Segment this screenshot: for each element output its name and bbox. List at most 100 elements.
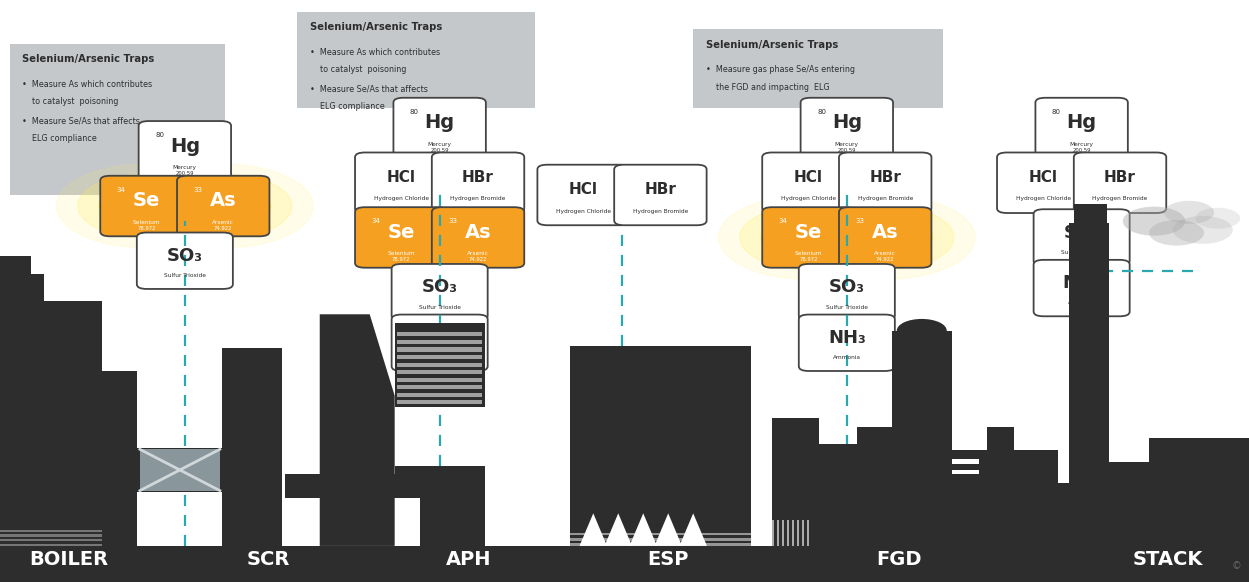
- Circle shape: [897, 319, 947, 342]
- Bar: [570, 377, 751, 546]
- Bar: [285, 474, 397, 498]
- Text: Se: Se: [387, 223, 415, 242]
- FancyBboxPatch shape: [355, 152, 447, 213]
- Circle shape: [77, 174, 215, 238]
- Text: Mercury: Mercury: [172, 165, 197, 170]
- FancyBboxPatch shape: [1034, 260, 1129, 316]
- Text: HCl: HCl: [387, 170, 416, 185]
- Text: Selenium: Selenium: [387, 251, 415, 256]
- FancyBboxPatch shape: [537, 165, 629, 225]
- FancyBboxPatch shape: [392, 264, 487, 320]
- FancyBboxPatch shape: [393, 98, 486, 158]
- Text: Sulfur Trioxide: Sulfur Trioxide: [1060, 250, 1103, 255]
- Text: Se: Se: [794, 223, 822, 242]
- Text: Hydrogen Chloride: Hydrogen Chloride: [556, 208, 611, 214]
- Text: NH₃: NH₃: [828, 329, 866, 347]
- Text: the FGD and impacting  ELG: the FGD and impacting ELG: [706, 83, 829, 91]
- FancyBboxPatch shape: [432, 207, 525, 268]
- FancyBboxPatch shape: [139, 121, 231, 182]
- Text: Ammonia: Ammonia: [1068, 300, 1095, 306]
- FancyBboxPatch shape: [100, 176, 192, 236]
- Text: Hydrogen Chloride: Hydrogen Chloride: [1015, 196, 1070, 201]
- Text: As: As: [210, 191, 236, 211]
- Text: 78.972: 78.972: [392, 257, 411, 262]
- Text: Se: Se: [132, 191, 160, 211]
- Circle shape: [739, 205, 877, 269]
- Text: Selenium/Arsenic Traps: Selenium/Arsenic Traps: [22, 54, 155, 64]
- FancyBboxPatch shape: [177, 176, 270, 236]
- Bar: [395, 466, 485, 498]
- Bar: [397, 378, 482, 382]
- Text: 80: 80: [155, 132, 164, 138]
- Text: 200.59: 200.59: [431, 148, 448, 152]
- Bar: [787, 520, 789, 546]
- FancyBboxPatch shape: [392, 314, 487, 371]
- Text: HBr: HBr: [644, 182, 677, 197]
- Text: to catalyst  poisoning: to catalyst poisoning: [22, 97, 119, 106]
- Bar: [0, 274, 44, 303]
- FancyBboxPatch shape: [997, 152, 1089, 213]
- Text: Hg: Hg: [170, 137, 200, 156]
- Text: Sulfur Trioxide: Sulfur Trioxide: [826, 304, 868, 310]
- Text: •  Measure Se/As that affects: • Measure Se/As that affects: [310, 85, 427, 94]
- Bar: [140, 449, 220, 491]
- FancyBboxPatch shape: [355, 207, 447, 268]
- Bar: [952, 459, 979, 464]
- Text: Arsenic: Arsenic: [874, 251, 896, 256]
- Text: Hydrogen Bromide: Hydrogen Bromide: [1093, 196, 1148, 201]
- Bar: [772, 520, 774, 546]
- FancyBboxPatch shape: [1035, 98, 1128, 158]
- Text: SO₃: SO₃: [1064, 223, 1099, 242]
- FancyBboxPatch shape: [432, 152, 525, 213]
- Bar: [397, 332, 482, 336]
- Text: to catalyst  poisoning: to catalyst poisoning: [310, 65, 406, 74]
- Text: •  Measure Se/As that affects: • Measure Se/As that affects: [22, 117, 140, 126]
- Circle shape: [1149, 220, 1204, 246]
- Text: ESP: ESP: [647, 550, 689, 569]
- Circle shape: [1195, 208, 1240, 229]
- FancyBboxPatch shape: [799, 264, 894, 320]
- FancyBboxPatch shape: [762, 207, 854, 268]
- Text: HCl: HCl: [794, 170, 823, 185]
- Text: SO₃: SO₃: [829, 278, 864, 296]
- Bar: [1040, 496, 1058, 546]
- Bar: [397, 340, 482, 344]
- Text: •  Measure As which contributes: • Measure As which contributes: [22, 80, 152, 88]
- Text: 34: 34: [116, 187, 126, 193]
- Text: 200.59: 200.59: [176, 171, 194, 176]
- Text: Arsenic: Arsenic: [467, 251, 488, 256]
- Bar: [1069, 223, 1109, 546]
- Text: NH₃: NH₃: [421, 329, 458, 347]
- Bar: [137, 448, 222, 492]
- Bar: [397, 347, 482, 352]
- FancyBboxPatch shape: [1074, 152, 1167, 213]
- Bar: [892, 331, 952, 546]
- Text: 80: 80: [410, 109, 418, 115]
- Bar: [397, 355, 482, 359]
- Text: Hydrogen Bromide: Hydrogen Bromide: [858, 196, 913, 201]
- Text: STACK: STACK: [1133, 550, 1203, 569]
- Bar: [797, 520, 799, 546]
- FancyBboxPatch shape: [801, 98, 893, 158]
- FancyBboxPatch shape: [693, 29, 943, 108]
- FancyBboxPatch shape: [1034, 210, 1129, 265]
- Text: Hg: Hg: [832, 113, 862, 133]
- Text: 78.972: 78.972: [799, 257, 818, 262]
- Text: 80: 80: [1052, 109, 1060, 115]
- Bar: [1149, 438, 1249, 546]
- Circle shape: [56, 164, 236, 248]
- Bar: [987, 427, 1014, 546]
- Text: HBr: HBr: [1104, 170, 1137, 185]
- Circle shape: [134, 164, 313, 248]
- Text: HCl: HCl: [1029, 170, 1058, 185]
- Text: •  Measure gas phase Se/As entering: • Measure gas phase Se/As entering: [706, 65, 854, 74]
- Circle shape: [155, 174, 292, 238]
- Bar: [1058, 483, 1070, 546]
- Bar: [0, 539, 102, 541]
- Text: SO₃: SO₃: [167, 247, 202, 265]
- Text: 200.59: 200.59: [1073, 148, 1090, 152]
- Circle shape: [1123, 207, 1185, 236]
- Polygon shape: [605, 513, 632, 546]
- Text: Hydrogen Chloride: Hydrogen Chloride: [781, 196, 836, 201]
- Text: Hg: Hg: [425, 113, 455, 133]
